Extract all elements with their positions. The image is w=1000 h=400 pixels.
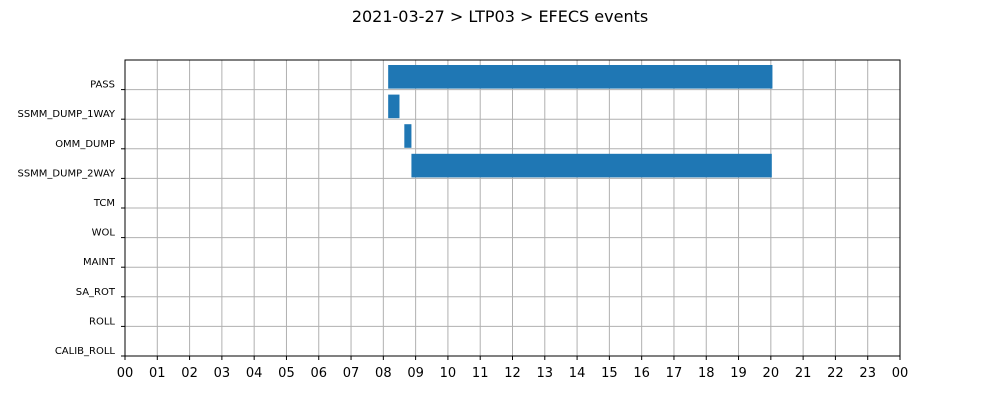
event-bars [388,65,773,178]
x-tick-label: 07 [343,366,360,381]
y-axis: PASS SSMM_DUMP_1WAY OMM_DUMP SSMM_DUMP_2WAY… [17,80,125,357]
x-tick-label: 20 [763,366,780,381]
x-tick-label: 14 [569,366,586,381]
event-bar-omm-dump [404,124,412,148]
x-tick-label: 04 [246,366,263,381]
x-axis: 00 01 02 03 04 05 06 07 08 09 10 11 12 13 14 15 16 17 18 19… [117,356,909,381]
x-tick-label: 08 [375,366,392,381]
x-tick-label: 03 [214,366,231,381]
x-tick-label: 15 [601,366,618,381]
x-tick-label: 00 [117,366,134,381]
x-tick-label: 13 [537,366,554,381]
x-tick-label: 19 [730,366,747,381]
x-tick-label: 16 [633,366,650,381]
event-bar-pass [388,65,773,89]
y-tick-label: WOL [92,228,116,239]
y-tick-label: PASS [90,80,115,91]
x-tick-label: 11 [472,366,489,381]
y-tick-label: ROLL [89,316,115,327]
x-tick-label: 10 [440,366,457,381]
chart-title: 2021-03-27 > LTP03 > EFECS events [352,7,648,26]
x-tick-label: 23 [859,366,876,381]
x-tick-label: 22 [827,366,844,381]
x-tick-label: 18 [698,366,715,381]
x-tick-label: 05 [278,366,295,381]
y-tick-label: MAINT [83,257,116,268]
event-bar-ssmm-dump-2way [411,153,772,178]
x-tick-label: 01 [149,366,166,381]
y-tick-label: SSMM_DUMP_2WAY [17,168,115,179]
x-tick-label: 00 [892,366,909,381]
y-tick-label: CALIB_ROLL [55,346,116,357]
x-tick-label: 09 [407,366,424,381]
grid [125,60,900,356]
event-bar-ssmm-dump-1way [388,94,400,119]
x-tick-label: 12 [504,366,521,381]
y-tick-label: SA_ROT [76,287,116,298]
x-tick-label: 17 [666,366,683,381]
x-tick-label: 06 [310,366,327,381]
y-tick-label: OMM_DUMP [55,139,115,150]
y-tick-label: SSMM_DUMP_1WAY [17,109,115,120]
x-tick-label: 21 [795,366,812,381]
x-tick-label: 02 [181,366,198,381]
y-tick-label: TCM [93,198,115,209]
